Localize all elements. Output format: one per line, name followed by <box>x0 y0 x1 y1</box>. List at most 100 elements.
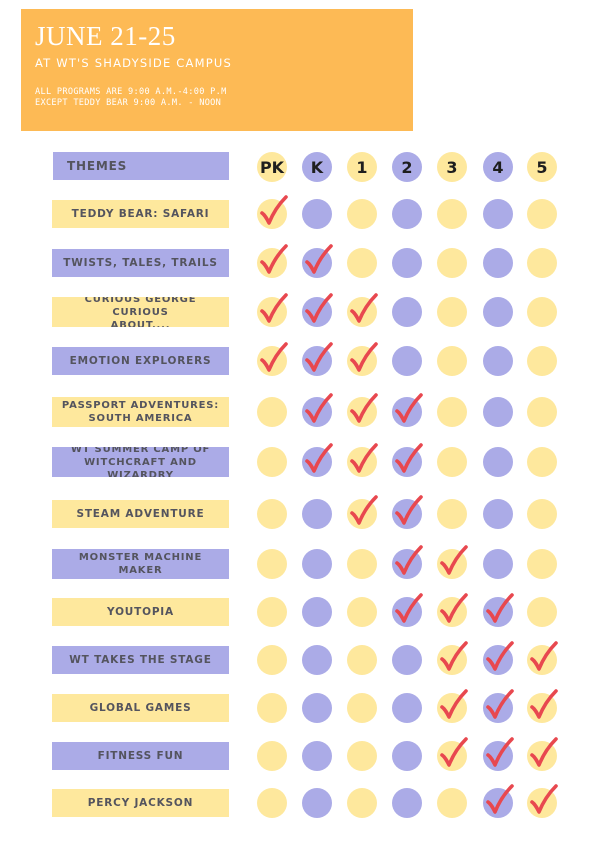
checkmark-icon <box>395 545 423 575</box>
grade-circle-3 <box>437 545 468 579</box>
checkmark-icon <box>350 393 378 423</box>
grade-circle-4 <box>483 297 513 327</box>
theme-name: MONSTER MACHINE MAKER <box>79 551 202 577</box>
grade-circle-2 <box>392 645 422 675</box>
theme-name-line-2: SOUTH AMERICA <box>88 413 193 424</box>
theme-name-line-1: GLOBAL GAMES <box>89 702 192 714</box>
checkmark-icon <box>440 641 468 671</box>
grade-circle-5 <box>527 499 557 529</box>
grade-circle-k <box>302 393 333 427</box>
checkmark-icon <box>305 443 333 473</box>
grade-circle-3 <box>437 447 467 477</box>
theme-name-line-1: PERCY JACKSON <box>87 797 194 809</box>
grade-circle-1 <box>347 495 378 529</box>
grade-circle-2 <box>392 545 423 579</box>
theme-name: CURIOUS GEORGE CURIOUS ABOUT.... <box>56 297 225 327</box>
checkmark-icon <box>305 244 333 274</box>
grade-circle-2 <box>392 495 423 529</box>
grade-header-5: 5 <box>527 152 557 182</box>
grade-circle-5 <box>527 641 558 675</box>
grade-circle-3 <box>437 248 467 278</box>
grade-circle-3 <box>437 499 467 529</box>
theme-name: STEAM ADVENTURE <box>76 507 204 521</box>
theme-name-line-2: WITCHCRAFT AND WIZARDRY <box>84 456 197 478</box>
checkmark-icon <box>530 689 558 719</box>
grade-circle-k <box>302 645 332 675</box>
grade-circle-5 <box>527 346 557 376</box>
grade-circle-pk <box>257 244 288 278</box>
grade-circle-k <box>302 199 332 229</box>
grade-circle-3 <box>437 788 467 818</box>
theme-label: PASSPORT ADVENTURES: SOUTH AMERICA <box>52 397 229 427</box>
theme-name: EMOTION EXPLORERS <box>70 354 212 368</box>
grade-circle-4 <box>483 549 513 579</box>
theme-name-line-1: CURIOUS GEORGE CURIOUS <box>84 297 197 318</box>
theme-name-line-2: MAKER <box>118 565 163 576</box>
checkmark-icon <box>260 195 288 225</box>
grade-circle-5 <box>527 689 558 723</box>
checkmark-icon <box>395 593 423 623</box>
grade-circle-pk <box>257 788 287 818</box>
grade-circle-4 <box>483 689 514 723</box>
theme-name: PERCY JACKSON <box>88 796 193 810</box>
grade-circle-pk <box>257 741 287 771</box>
checkmark-icon <box>350 293 378 323</box>
theme-name: TWISTS, TALES, TRAILS <box>63 256 217 270</box>
page-title: JUNE 21-25 <box>35 21 176 51</box>
checkmark-icon <box>440 737 468 767</box>
grade-circle-4 <box>483 737 514 771</box>
grade-header-k: K <box>302 152 332 182</box>
theme-name: FITNESS FUN <box>98 749 184 763</box>
checkmark-icon <box>305 342 333 372</box>
grade-circle-k <box>302 693 332 723</box>
theme-label: STEAM ADVENTURE <box>52 500 229 528</box>
grade-circle-1 <box>347 788 377 818</box>
grade-circle-4 <box>483 641 514 675</box>
grade-circle-pk <box>257 645 287 675</box>
theme-name-line-1: WT TAKES THE STAGE <box>69 654 212 666</box>
grade-circle-pk <box>257 447 287 477</box>
grade-circle-4 <box>483 248 513 278</box>
grade-circle-k <box>302 293 333 327</box>
grade-circle-1 <box>347 443 378 477</box>
grade-circle-1 <box>347 342 378 376</box>
theme-name-line-1: YOUTOPIA <box>107 606 174 618</box>
grade-circle-pk <box>257 342 288 376</box>
checkmark-icon <box>305 393 333 423</box>
checkmark-icon <box>486 641 514 671</box>
checkmark-icon <box>486 737 514 767</box>
grade-circle-3 <box>437 737 468 771</box>
theme-label: PERCY JACKSON <box>52 789 229 817</box>
grade-circle-k <box>302 788 332 818</box>
grade-circle-pk <box>257 397 287 427</box>
checkmark-icon <box>395 393 423 423</box>
checkmark-icon <box>260 244 288 274</box>
theme-name: PASSPORT ADVENTURES: SOUTH AMERICA <box>62 399 219 425</box>
grade-circle-2 <box>392 346 422 376</box>
grade-circle-pk <box>257 293 288 327</box>
header-banner: JUNE 21-25 AT WT'S SHADYSIDE CAMPUS ALL … <box>21 9 413 131</box>
theme-name-line-1: STEAM ADVENTURE <box>76 508 205 520</box>
checkmark-icon <box>395 443 423 473</box>
grade-circle-5 <box>527 737 558 771</box>
grade-circle-k <box>302 549 332 579</box>
checkmark-icon <box>350 443 378 473</box>
grade-circle-5 <box>527 549 557 579</box>
themes-header: THEMES <box>53 152 229 180</box>
hours-note-line-2: EXCEPT TEDDY BEAR 9:00 A.M. - NOON <box>35 98 222 108</box>
grade-circle-3 <box>437 689 468 723</box>
grade-circle-pk <box>257 195 288 229</box>
checkmark-icon <box>260 293 288 323</box>
theme-name: WT SUMMER CAMP OF WITCHCRAFT AND WIZARDRY <box>56 447 225 477</box>
grade-circle-1 <box>347 248 377 278</box>
grade-circle-1 <box>347 645 377 675</box>
theme-label: EMOTION EXPLORERS <box>52 347 229 375</box>
grade-circle-pk <box>257 597 287 627</box>
checkmark-icon <box>440 593 468 623</box>
grade-circle-4 <box>483 784 514 818</box>
grade-circle-pk <box>257 549 287 579</box>
grade-circle-5 <box>527 784 558 818</box>
theme-name-line-1: MONSTER MACHINE <box>78 552 203 563</box>
grade-header-pk: PK <box>257 152 287 182</box>
